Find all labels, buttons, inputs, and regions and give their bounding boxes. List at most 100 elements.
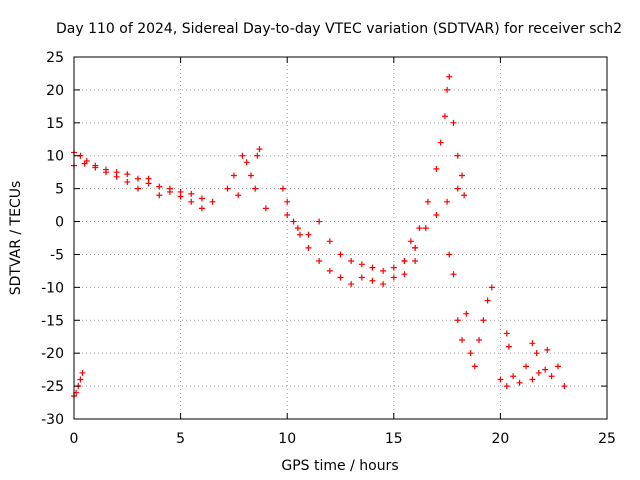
data-point [390, 274, 397, 281]
data-point [437, 139, 444, 146]
data-point [290, 218, 297, 225]
series-climb-b [401, 185, 468, 265]
data-point [209, 198, 216, 205]
axis-ticks: 0 5 10 15 20 25 -30 -25 -20 -15 -10 -5 0 5 10 15 20 25 [41, 50, 616, 447]
data-point [252, 185, 259, 192]
data-point [542, 366, 549, 373]
data-point [177, 193, 184, 200]
y-tick-label: 15 [46, 116, 64, 132]
data-point [510, 373, 517, 380]
data-point [503, 383, 510, 390]
data-point [279, 185, 286, 192]
data-point [380, 267, 387, 274]
data-point [505, 343, 512, 350]
x-tick-label: 25 [598, 431, 616, 447]
data-point [503, 330, 510, 337]
x-tick-label: 15 [385, 431, 403, 447]
data-point [454, 185, 461, 192]
data-point [444, 198, 451, 205]
data-point [239, 152, 246, 159]
y-tick-label: 5 [55, 182, 64, 198]
y-tick-label: 10 [46, 149, 64, 165]
x-tick-label: 10 [278, 431, 296, 447]
data-point [488, 284, 495, 291]
y-tick-label: 0 [55, 215, 64, 231]
x-axis-label: GPS time / hours [281, 458, 398, 474]
data-point [358, 274, 365, 281]
data-point [516, 379, 523, 386]
data-point [454, 317, 461, 324]
series-morning [71, 149, 216, 205]
data-point [412, 258, 419, 265]
x-tick-label: 5 [176, 431, 185, 447]
x-tick-label: 20 [491, 431, 509, 447]
data-point [450, 271, 457, 278]
data-point [416, 225, 423, 232]
data-point [369, 264, 376, 271]
data-point [348, 258, 355, 265]
series-climb [407, 73, 466, 245]
data-point [433, 211, 440, 218]
data-point [156, 183, 163, 190]
y-axis-label: SDTVAR / TECUs [8, 181, 24, 296]
data-point [446, 73, 453, 80]
data-point [561, 383, 568, 390]
data-point [441, 113, 448, 120]
data-point [407, 238, 414, 245]
data-point [124, 179, 131, 186]
data-point [305, 231, 312, 238]
data-point [358, 261, 365, 268]
data-point [544, 346, 551, 353]
data-point [134, 175, 141, 182]
y-tick-label: -25 [41, 379, 64, 395]
plot-frame [73, 56, 608, 420]
data-point [81, 160, 88, 167]
data-point [422, 225, 429, 232]
data-point [254, 152, 261, 159]
data-point [424, 198, 431, 205]
data-point [224, 185, 231, 192]
data-point [463, 310, 470, 317]
data-point [461, 192, 468, 199]
data-point [433, 165, 440, 172]
data-point [113, 173, 120, 180]
y-tick-label: -10 [41, 280, 64, 296]
data-point [262, 205, 269, 212]
data-point [198, 195, 205, 202]
x-tick-label: 0 [70, 431, 79, 447]
data-point [529, 376, 536, 383]
data-point [522, 363, 529, 370]
data-point [467, 350, 474, 357]
data-point [305, 244, 312, 251]
data-point [476, 337, 483, 344]
data-point [284, 211, 291, 218]
data-point [484, 297, 491, 304]
data-point [198, 205, 205, 212]
data-point [284, 198, 291, 205]
data-point [369, 277, 376, 284]
data-point [134, 185, 141, 192]
data-point [294, 225, 301, 232]
series-spikes [224, 146, 269, 212]
data-point [401, 258, 408, 265]
data-point [444, 86, 451, 93]
series-morning-b [71, 160, 205, 212]
data-point [348, 281, 355, 288]
data-point [535, 369, 542, 376]
y-tick-label: -20 [41, 346, 64, 362]
data-point [401, 271, 408, 278]
data-point [554, 363, 561, 370]
data-point [412, 244, 419, 251]
data-point [446, 251, 453, 258]
chart-title: Day 110 of 2024, Sidereal Day-to-day VTE… [56, 21, 622, 37]
data-point [316, 218, 323, 225]
data-point [380, 281, 387, 288]
data-point [235, 192, 242, 199]
data-point [102, 169, 109, 176]
data-point [77, 376, 84, 383]
data-point [533, 350, 540, 357]
data-point [256, 146, 263, 153]
data-point [145, 175, 152, 182]
data-point [230, 172, 237, 179]
